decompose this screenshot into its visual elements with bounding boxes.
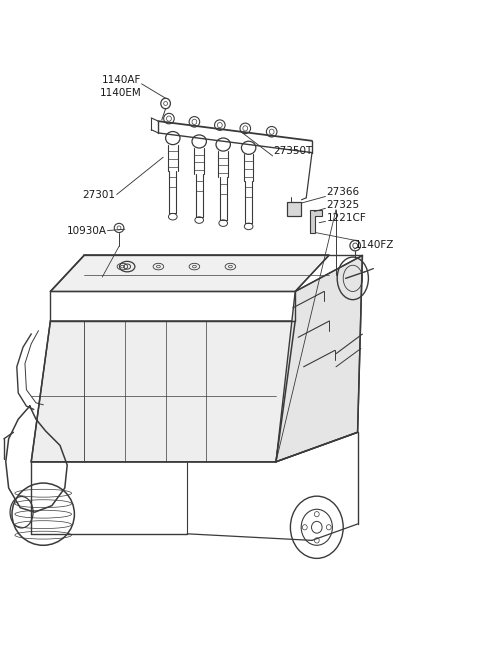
Text: 1140FZ: 1140FZ [355,240,395,250]
Polygon shape [31,321,295,462]
Bar [287,202,301,216]
Text: 1140EM: 1140EM [100,88,142,98]
Text: 27350T: 27350T [274,146,313,156]
Polygon shape [50,255,329,291]
Text: 1221CF: 1221CF [326,213,366,223]
Text: 27366: 27366 [326,187,360,196]
Text: 27325: 27325 [326,200,360,210]
Polygon shape [310,210,322,233]
Text: 1140AF: 1140AF [102,75,142,85]
Polygon shape [276,255,362,462]
Text: 10930A: 10930A [67,225,107,236]
Text: 27301: 27301 [82,189,115,200]
